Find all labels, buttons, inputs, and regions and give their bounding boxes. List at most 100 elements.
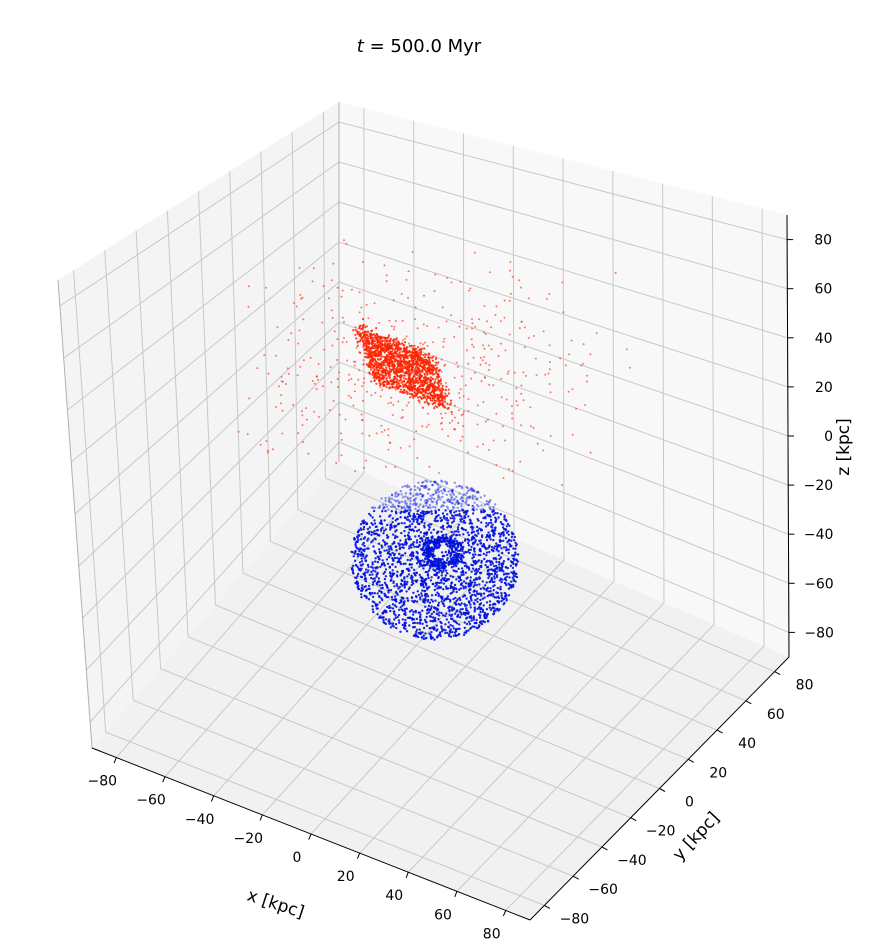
- data-point-satellite: [472, 345, 475, 348]
- data-point-satellite: [426, 372, 429, 375]
- data-point-host: [512, 585, 515, 588]
- data-point-host: [387, 508, 390, 511]
- data-point-satellite: [286, 367, 289, 370]
- data-point-host: [376, 581, 379, 584]
- data-point-satellite: [263, 354, 266, 356]
- data-point-host: [433, 497, 436, 501]
- data-point-satellite: [408, 366, 411, 369]
- data-point-host: [433, 480, 436, 483]
- data-point-satellite: [321, 385, 324, 388]
- data-point-satellite: [386, 340, 389, 343]
- data-point-satellite: [315, 388, 318, 391]
- data-point-satellite: [348, 373, 351, 376]
- grid-line-floor-y: [105, 731, 545, 906]
- data-point-satellite: [299, 365, 302, 368]
- data-point-host: [460, 560, 463, 564]
- data-point-host: [352, 564, 355, 568]
- data-point-satellite: [437, 326, 440, 329]
- data-point-satellite: [338, 371, 341, 374]
- data-point-satellite: [361, 419, 363, 422]
- data-point-host: [490, 525, 493, 528]
- data-point-host: [400, 493, 403, 496]
- data-point-satellite: [379, 367, 382, 370]
- data-point-satellite: [365, 363, 368, 366]
- data-point-host: [425, 547, 428, 550]
- data-point-host: [489, 521, 493, 524]
- data-point-host: [478, 616, 482, 619]
- data-point-host: [379, 551, 383, 554]
- data-point-satellite: [378, 381, 381, 384]
- data-point-satellite: [467, 410, 470, 413]
- data-point-host: [383, 570, 387, 574]
- data-point-host: [492, 610, 496, 613]
- data-point-host: [487, 522, 491, 525]
- data-point-satellite: [440, 402, 443, 405]
- data-point-host: [477, 625, 481, 629]
- data-point-host: [421, 518, 425, 521]
- data-point-host: [482, 604, 485, 607]
- data-point-host: [423, 486, 426, 489]
- data-point-host: [421, 577, 424, 580]
- data-point-satellite: [397, 340, 400, 343]
- data-point-host: [381, 503, 385, 506]
- data-point-host: [451, 556, 455, 559]
- data-point-host: [440, 571, 444, 574]
- data-point-host: [505, 599, 508, 602]
- data-point-host: [512, 570, 515, 573]
- data-point-host: [425, 549, 429, 553]
- data-point-host: [408, 528, 411, 531]
- y-tick-mark: [716, 729, 723, 734]
- data-point-satellite: [417, 376, 420, 379]
- data-point-host: [460, 558, 463, 561]
- data-point-host: [469, 548, 472, 551]
- data-point-satellite: [366, 330, 370, 333]
- data-point-host: [384, 622, 387, 626]
- data-point-host: [361, 520, 364, 523]
- data-point-host: [351, 551, 354, 554]
- data-point-satellite: [381, 344, 384, 347]
- data-point-host: [363, 578, 367, 581]
- data-point-host: [435, 546, 439, 549]
- data-point-host: [441, 512, 445, 515]
- data-point-host: [450, 502, 454, 505]
- data-point-host: [382, 532, 385, 535]
- data-point-host: [492, 534, 495, 537]
- data-point-satellite: [293, 302, 295, 304]
- data-point-satellite: [403, 350, 406, 353]
- data-point-host: [452, 608, 456, 611]
- data-point-satellite: [444, 392, 447, 395]
- data-point-host: [425, 624, 429, 627]
- data-point-host: [406, 515, 409, 518]
- data-point-satellite: [280, 375, 283, 378]
- data-point-host: [480, 528, 483, 531]
- data-point-satellite: [432, 397, 435, 400]
- data-point-host: [457, 530, 460, 533]
- data-point-satellite: [301, 424, 304, 427]
- data-point-satellite: [464, 384, 467, 387]
- data-point-satellite: [429, 362, 432, 365]
- data-point-host: [395, 529, 398, 532]
- data-point-host: [411, 552, 415, 556]
- data-point-satellite: [507, 468, 510, 471]
- data-point-host: [397, 613, 401, 617]
- data-point-host: [490, 572, 493, 576]
- data-point-host: [405, 567, 409, 571]
- data-point-host: [441, 480, 444, 483]
- data-point-host: [391, 533, 395, 536]
- data-point-host: [431, 620, 434, 623]
- data-point-host: [453, 551, 456, 554]
- data-point-satellite: [423, 364, 426, 368]
- data-point-satellite: [403, 365, 406, 368]
- data-point-host: [430, 531, 433, 534]
- data-point-satellite: [300, 297, 303, 300]
- data-point-host: [449, 511, 452, 515]
- data-point-satellite: [453, 428, 456, 431]
- data-point-host: [398, 546, 402, 550]
- data-point-satellite: [328, 297, 330, 300]
- data-point-host: [457, 560, 461, 563]
- y-tick-mark: [572, 875, 579, 880]
- data-point-satellite: [500, 396, 503, 399]
- data-point-host: [408, 616, 411, 620]
- data-point-host: [447, 551, 451, 555]
- y-tick-label: −20: [646, 824, 676, 840]
